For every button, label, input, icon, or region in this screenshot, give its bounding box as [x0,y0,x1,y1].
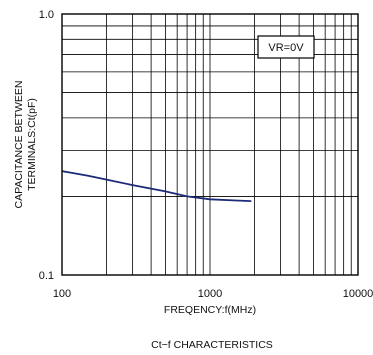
condition-label: VR=0V [268,42,304,54]
series-line [61,170,252,202]
x-tick-label: 1000 [198,288,222,300]
series-layer [61,170,252,202]
plot-frame [61,13,359,276]
y-axis-label-line-1: CAPACITANCE BETWEEN [13,81,25,209]
tick-labels: 100 1000 10000 0.1 1.0 [39,9,373,300]
x-tick-label: 100 [53,288,71,300]
y-tick-label: 1.0 [39,9,54,21]
x-tick-label: 10000 [343,288,373,300]
condition-label-frame [257,35,315,59]
y-axis-label-line-2: TERMINALS:Ct(pF) [26,98,38,191]
chart-caption: Ct−f CHARACTERISTICS [151,339,273,351]
x-axis-label: FREQENCY:f(MHz) [164,304,256,316]
condition-label-box: VR=0V [257,35,315,59]
y-tick-label: 0.1 [39,270,54,282]
